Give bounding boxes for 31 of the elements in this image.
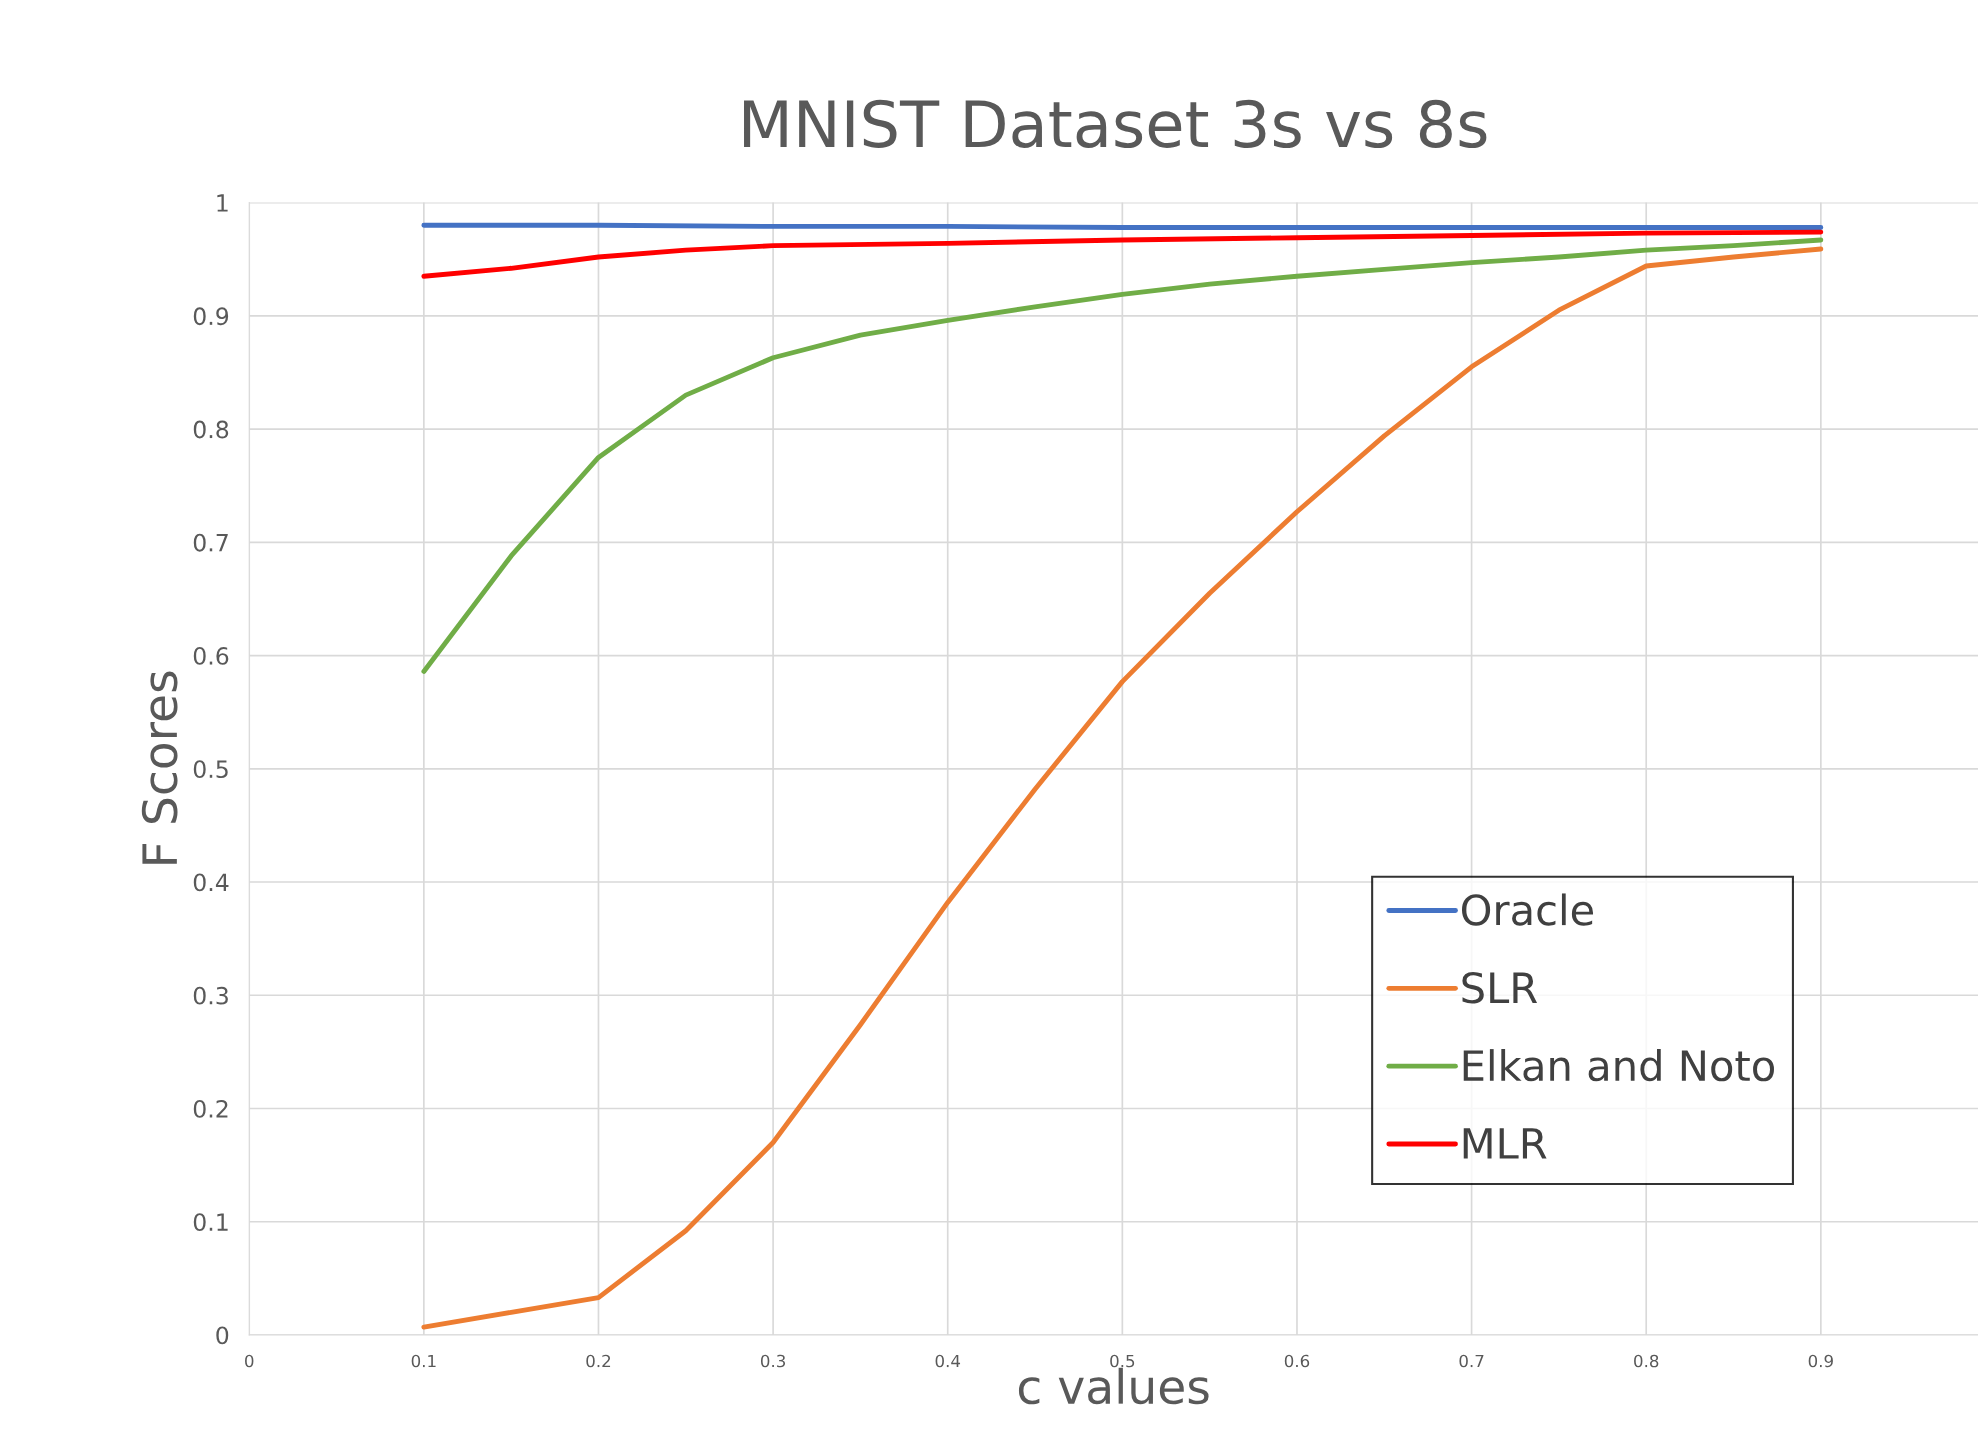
y-tick-label: 0.7: [193, 533, 228, 552]
x-tick-label: 0: [245, 1354, 254, 1368]
legend-label: Oracle: [1461, 893, 1594, 926]
legend-label: SLR: [1462, 972, 1538, 1004]
y-tick-label: 0: [216, 1326, 229, 1345]
y-tick-label: 0.5: [193, 760, 228, 779]
x-tick-label: 0.7: [1459, 1354, 1484, 1368]
y-tick-label: 0.4: [193, 873, 229, 892]
legend-label: Elkan and Noto: [1463, 1049, 1774, 1082]
x-tick-label: 0.8: [1634, 1354, 1659, 1368]
y-tick-label: 0.9: [193, 307, 229, 326]
x-axis-title: c values: [1018, 1367, 1209, 1405]
line-series: [421, 237, 1824, 674]
y-axis-title: F Scores: [141, 671, 178, 864]
y-tick-label: 0.8: [193, 420, 229, 439]
x-tick-label: 0.2: [586, 1354, 611, 1368]
line-series: [421, 229, 1824, 279]
x-tick-label: 0.1: [411, 1354, 436, 1368]
x-tick-label: 0.3: [760, 1354, 786, 1368]
y-tick-label: 0.3: [193, 986, 228, 1005]
y-tick-label: 0.6: [193, 647, 229, 665]
y-tick-label: 0.2: [193, 1099, 228, 1118]
x-tick-label: 0.6: [1284, 1354, 1310, 1368]
legend-label: MLR: [1463, 1128, 1547, 1159]
x-tick-label: 0.5: [1110, 1354, 1135, 1368]
y-tick-label: 1: [217, 194, 228, 212]
line-series: [421, 246, 1824, 1330]
chart-title: MNIST Dataset 3s vs 8s: [744, 99, 1487, 148]
x-tick-label: 0.9: [1808, 1354, 1833, 1368]
x-tick-label: 0.4: [935, 1354, 961, 1368]
y-tick-label: 0.1: [193, 1213, 228, 1232]
